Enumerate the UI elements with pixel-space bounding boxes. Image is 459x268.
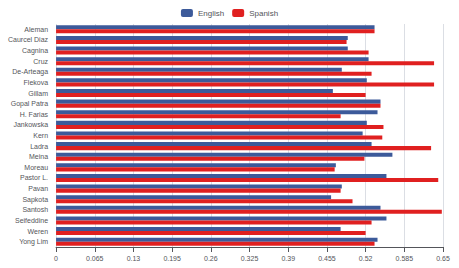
svg-text:0.585: 0.585 [396, 255, 414, 262]
svg-text:0.65: 0.65 [436, 255, 450, 262]
svg-text:Gopal Patra: Gopal Patra [11, 100, 48, 108]
svg-text:0.455: 0.455 [318, 255, 336, 262]
svg-text:Moreau: Moreau [24, 164, 48, 171]
svg-text:0.325: 0.325 [241, 255, 259, 262]
svg-text:Cruz: Cruz [33, 58, 48, 65]
svg-text:English: English [198, 9, 224, 18]
svg-text:Jankowska: Jankowska [13, 121, 48, 128]
svg-text:Aleman: Aleman [24, 26, 48, 33]
svg-text:Spanish: Spanish [249, 9, 278, 18]
svg-text:Cagnina: Cagnina [22, 47, 48, 55]
svg-text:0.39: 0.39 [281, 255, 295, 262]
svg-text:Caurcel Diaz: Caurcel Diaz [8, 36, 49, 43]
svg-text:Sapkota: Sapkota [22, 196, 48, 204]
svg-text:0.13: 0.13 [127, 255, 141, 262]
svg-text:0.26: 0.26 [204, 255, 218, 262]
svg-text:0: 0 [54, 255, 58, 262]
svg-text:0.065: 0.065 [86, 255, 104, 262]
svg-text:Pastor L.: Pastor L. [20, 174, 48, 181]
svg-text:Weren: Weren [28, 228, 49, 235]
svg-text:Gillam: Gillam [28, 90, 48, 97]
svg-text:Ladra: Ladra [30, 143, 48, 150]
svg-text:Seifeddine: Seifeddine [15, 217, 48, 224]
svg-text:0.52: 0.52 [359, 255, 373, 262]
svg-text:H. Farias: H. Farias [20, 111, 49, 118]
svg-text:0.195: 0.195 [163, 255, 181, 262]
svg-text:Flekova: Flekova [24, 79, 49, 86]
svg-text:Yong Lim: Yong Lim [19, 238, 48, 246]
svg-text:Pavan: Pavan [28, 185, 48, 192]
svg-text:De-Arteaga: De-Arteaga [12, 68, 48, 76]
svg-text:Santosh: Santosh [22, 206, 48, 213]
svg-text:Kern: Kern [33, 132, 48, 139]
svg-text:Meina: Meina [29, 153, 48, 160]
